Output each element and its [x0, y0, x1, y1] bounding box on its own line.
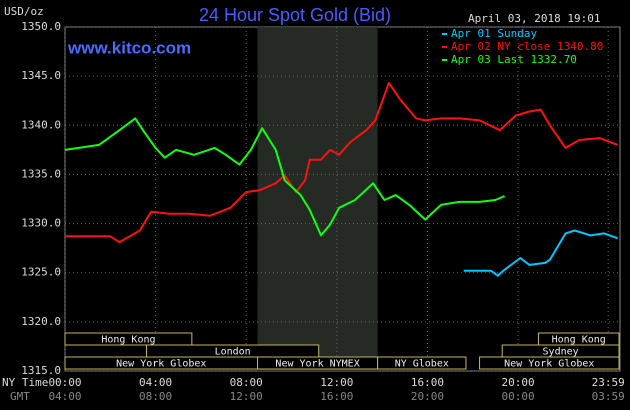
series-line [463, 229, 619, 277]
session-box [377, 356, 467, 370]
x-tick-label: 23:59 [592, 376, 625, 389]
series-line [64, 117, 505, 237]
legend-label: Apr 03 Last 1332.70 [451, 53, 577, 66]
y-tick-label: 1345.0 [21, 69, 61, 82]
session-box [479, 356, 620, 370]
x-tick-label: 16:00 [411, 376, 444, 389]
x2-tick-label: 04:00 [48, 390, 81, 403]
y-tick-label: 1320.0 [21, 315, 61, 328]
x-tick-label: 08:00 [230, 376, 263, 389]
shaded-session [257, 27, 378, 371]
session-label: New York Globex [116, 359, 206, 370]
session-box [64, 332, 193, 346]
x2-tick-label: 00:00 [501, 390, 534, 403]
session-label: Hong Kong [101, 335, 155, 346]
session-label: Hong Kong [552, 335, 606, 346]
x-tick-label: 20:00 [501, 376, 534, 389]
x2-axis-label: GMT [10, 390, 30, 403]
session-label: New York Globex [504, 359, 594, 370]
timestamp: April 03, 2018 19:01 [468, 12, 600, 25]
chart-title: 24 Hour Spot Gold (Bid) [199, 5, 391, 25]
y-tick-label: 1335.0 [21, 167, 61, 180]
session-label: Sydney [543, 347, 579, 358]
watermark: www.kitco.com [67, 38, 191, 57]
x2-tick-label: 20:00 [411, 390, 444, 403]
session-label: London [215, 347, 251, 358]
x2-tick-label: 03:59 [592, 390, 625, 403]
y-tick-label: 1325.0 [21, 266, 61, 279]
x-tick-label: 04:00 [139, 376, 172, 389]
y-tick-label: 1340.0 [21, 118, 61, 131]
session-label: NY Globex [395, 359, 449, 370]
x2-tick-label: 08:00 [139, 390, 172, 403]
x-axis-label: NY Time [2, 376, 48, 389]
y-tick-label: 1350.0 [21, 20, 61, 33]
legend-label: Apr 01 Sunday [451, 27, 537, 40]
x-tick-label: 00:00 [48, 376, 81, 389]
y-tick-label: 1315.0 [21, 364, 61, 377]
x2-tick-label: 16:00 [320, 390, 353, 403]
y-tick-label: 1330.0 [21, 217, 61, 230]
y-axis-label: USD/oz [4, 5, 44, 18]
session-label: New York NYMEX [275, 359, 359, 370]
x-tick-label: 12:00 [320, 376, 353, 389]
plot-area: www.kitco.com Hong Kong London New York Glo… [64, 26, 621, 372]
series-line [65, 82, 619, 244]
x2-tick-label: 12:00 [230, 390, 263, 403]
legend-label: Apr 02 NY close 1340.80 [451, 40, 603, 53]
